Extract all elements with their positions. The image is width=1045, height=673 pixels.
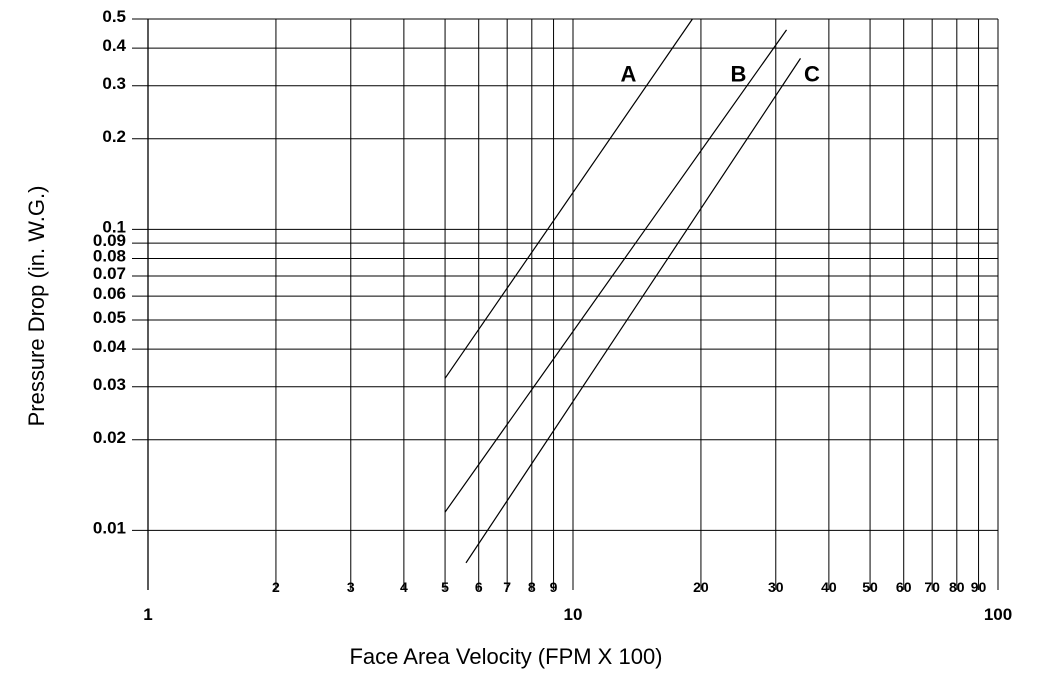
y-tick-label-0-05: 0.05 — [93, 308, 126, 327]
x-tick-label-20: 20 — [693, 579, 709, 595]
x-axis-title: Face Area Velocity (FPM X 100) — [349, 644, 662, 669]
y-tick-label-0-06: 0.06 — [93, 284, 126, 303]
series-line-c — [465, 58, 802, 564]
series-line-a — [444, 18, 693, 379]
x-tick-label-10: 10 — [564, 605, 583, 624]
y-axis-title: Pressure Drop (in. W.G.) — [24, 186, 49, 427]
x-tick-label-1: 1 — [143, 605, 152, 624]
y-tick-label-0-03: 0.03 — [93, 375, 126, 394]
y-tick-label-0-07: 0.07 — [93, 264, 126, 283]
y-tick-label-0-1: 0.1 — [102, 217, 126, 236]
y-tick-label-0-2: 0.2 — [102, 127, 126, 146]
x-tick-label-30: 30 — [768, 579, 784, 595]
x-tick-label-7: 7 — [503, 579, 511, 595]
x-tick-label-90: 90 — [971, 579, 987, 595]
x-tick-label-70: 70 — [924, 579, 940, 595]
series-label-c: C — [804, 61, 820, 86]
x-tick-label-2: 2 — [272, 579, 280, 595]
x-tick-label-80: 80 — [949, 579, 965, 595]
y-tick-label-0-08: 0.08 — [93, 247, 126, 266]
series-label-a: A — [620, 61, 636, 86]
x-tick-label-3: 3 — [347, 579, 355, 595]
y-tick-label-0-3: 0.3 — [102, 74, 126, 93]
y-tick-label-0-09: 0.09 — [93, 231, 126, 250]
y-tick-label-0-04: 0.04 — [93, 337, 127, 356]
x-tick-label-60: 60 — [896, 579, 912, 595]
x-tick-label-100: 100 — [984, 605, 1012, 624]
tick-labels: 1 2 3 4 5 6 7 8 9 10 20 30 40 50 60 70 80 90 100 0.01 0.02 0.… — [93, 7, 1012, 624]
series-label-b: B — [730, 61, 746, 86]
x-tick-label-50: 50 — [862, 579, 878, 595]
series-line-b — [444, 29, 788, 513]
y-tick-label-0-02: 0.02 — [93, 428, 126, 447]
x-tick-label-8: 8 — [528, 579, 536, 595]
grid — [132, 18, 999, 590]
series-lines — [444, 18, 802, 564]
x-tick-label-9: 9 — [550, 579, 558, 595]
series-labels: A B C — [620, 61, 820, 86]
x-tick-label-40: 40 — [821, 579, 837, 595]
y-tick-label-0-5: 0.5 — [102, 7, 126, 26]
y-tick-label-0-4: 0.4 — [102, 36, 126, 55]
x-tick-label-4: 4 — [400, 579, 408, 595]
y-tick-label-0-01: 0.01 — [93, 518, 126, 537]
x-tick-label-5: 5 — [441, 579, 449, 595]
x-tick-label-6: 6 — [475, 579, 483, 595]
